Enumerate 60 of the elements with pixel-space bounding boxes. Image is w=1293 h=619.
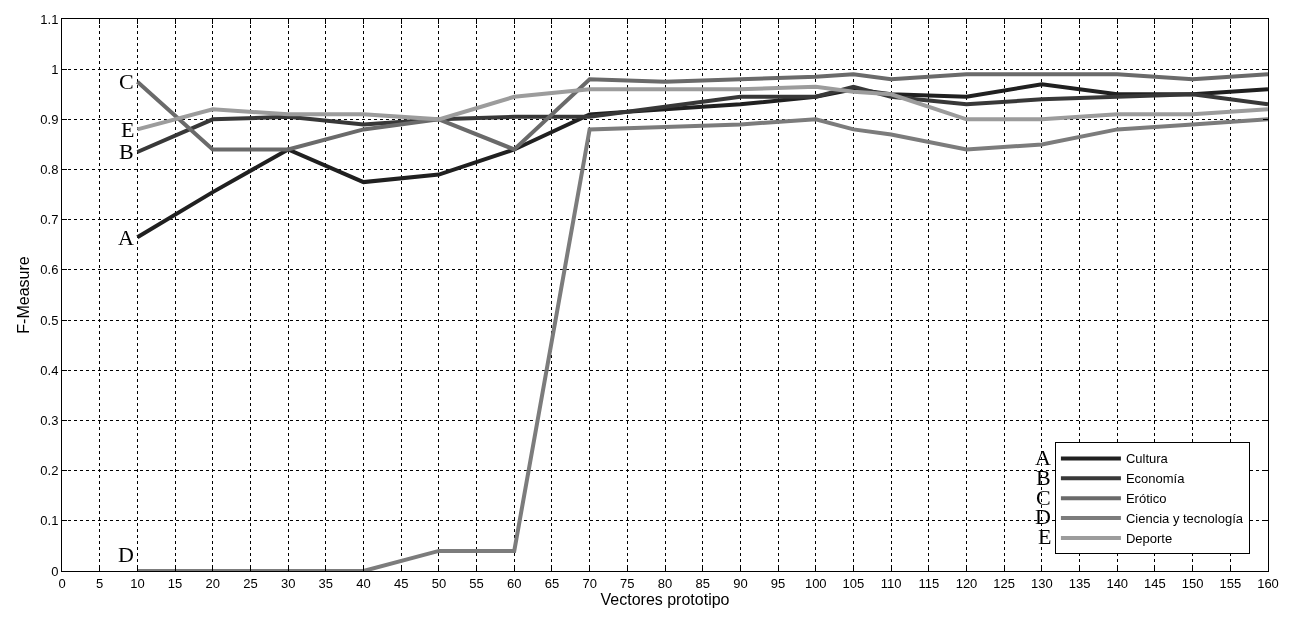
x-tick-label: 60 [507, 575, 522, 591]
x-tick-label: 135 [1068, 575, 1091, 591]
annotation: C [119, 69, 134, 94]
annotation: A [118, 225, 134, 250]
x-tick-label: 65 [544, 575, 560, 591]
line-series [135, 84, 1268, 132]
line-series [135, 72, 1268, 152]
y-tick-label: 0.2 [40, 463, 59, 479]
x-tick-label: 120 [955, 575, 978, 591]
annotation: D [118, 542, 134, 567]
annotation: E [121, 117, 135, 142]
x-tick-label: 160 [1257, 575, 1279, 591]
x-axis-title: Vectores prototipo [600, 591, 730, 609]
y-axis-title: F-Measure [15, 256, 33, 334]
x-tick-label: 85 [695, 575, 710, 591]
x-tick-label: 50 [431, 575, 447, 591]
legend-label: Ciencia y tecnología [1125, 511, 1244, 527]
line-series [135, 117, 1268, 571]
x-tick-label: 145 [1144, 575, 1166, 591]
x-tick-label: 110 [880, 575, 902, 591]
x-tick-label: 45 [393, 575, 409, 591]
x-tick-label: 75 [620, 575, 635, 591]
y-tick-label: 0.5 [40, 312, 59, 328]
y-tick-label: 1.1 [40, 11, 59, 27]
x-tick-label: 125 [993, 575, 1016, 591]
y-tick-label: 0.7 [40, 212, 59, 228]
x-tick-label: 150 [1181, 575, 1204, 591]
legend-label: Erótico [1125, 491, 1167, 507]
x-tick-label: 20 [205, 575, 220, 591]
y-tick-label: 0.1 [40, 513, 59, 529]
annotation: B [119, 139, 134, 164]
x-tick-label: 90 [733, 575, 748, 591]
y-tick-label: 0.4 [40, 362, 59, 378]
line-series [135, 84, 1268, 154]
legend-label: Cultura [1125, 451, 1169, 467]
legend-label: Deporte [1125, 531, 1173, 547]
y-tick-label: 1 [51, 61, 59, 77]
x-tick-label: 130 [1031, 575, 1053, 591]
x-tick-label: 30 [280, 575, 296, 591]
x-tick-label: 5 [96, 575, 104, 591]
y-tick-label: 0 [51, 563, 59, 579]
x-tick-label: 25 [243, 575, 258, 591]
x-tick-label: 100 [804, 575, 827, 591]
y-tick-label: 0.6 [40, 262, 59, 278]
x-tick-label: 140 [1106, 575, 1129, 591]
x-tick-label: 105 [842, 575, 865, 591]
x-tick-label: 155 [1219, 575, 1242, 591]
y-tick-label: 0.9 [40, 111, 59, 127]
x-tick-label: 10 [130, 575, 145, 591]
x-tick-label: 15 [167, 575, 183, 591]
x-tick-label: 70 [582, 575, 597, 591]
x-tick-label: 80 [657, 575, 673, 591]
x-tick-label: 55 [469, 575, 484, 591]
x-tick-label: 115 [918, 575, 940, 591]
y-tick-label: 0.3 [40, 413, 59, 428]
y-tick-label: 0.8 [40, 162, 59, 178]
x-tick-label: 40 [356, 575, 371, 591]
legend-label: Economía [1125, 471, 1186, 487]
x-tick-label: 95 [770, 575, 786, 591]
x-tick-label: 35 [318, 575, 334, 591]
